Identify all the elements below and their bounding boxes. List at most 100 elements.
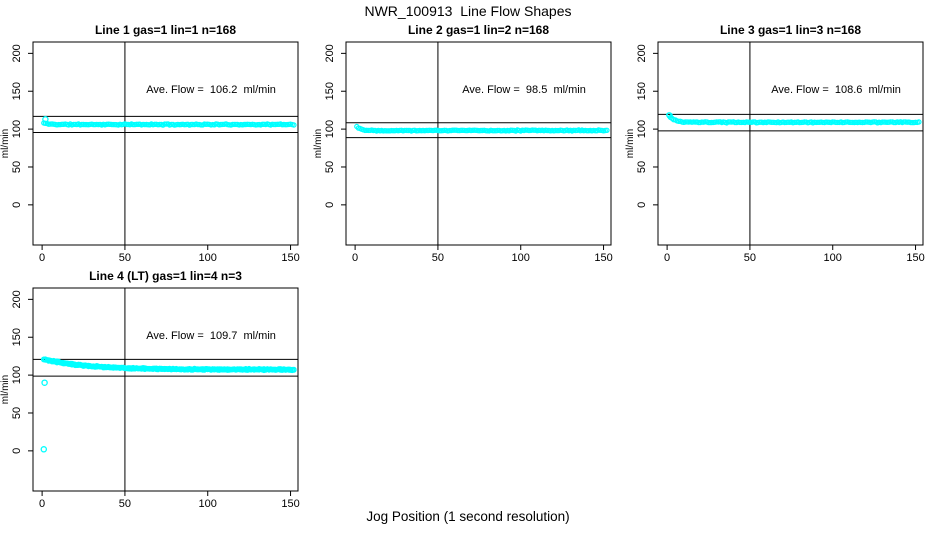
- panel-title: Line 2 gas=1 lin=2 n=168: [408, 23, 549, 37]
- flow-trace: [666, 112, 922, 126]
- y-tick-label: 150: [324, 82, 336, 100]
- data-point: [402, 127, 408, 134]
- x-tick-label: 0: [352, 252, 358, 264]
- data-point: [732, 119, 738, 126]
- data-point: [916, 119, 922, 125]
- y-tick-label: 50: [11, 407, 23, 419]
- x-tick-label: 100: [199, 498, 217, 510]
- x-tick-label: 50: [119, 252, 131, 264]
- data-point: [198, 122, 204, 128]
- data-point: [291, 122, 297, 128]
- y-tick-label: 200: [324, 44, 336, 62]
- panel-line-3: Line 3 gas=1 lin=3 n=168 0 50 100 150 0 50 100 1…: [625, 23, 925, 264]
- data-point: [544, 127, 550, 134]
- y-tick-label: 100: [11, 366, 23, 384]
- y-tick-label: 150: [11, 328, 23, 346]
- y-tick-label: 0: [11, 202, 23, 208]
- figure-title: NWR_100913 Line Flow Shapes: [364, 3, 572, 19]
- data-point: [835, 119, 841, 126]
- x-tick-label: 0: [39, 252, 45, 264]
- data-point: [604, 127, 610, 133]
- y-tick-label: 100: [11, 120, 23, 138]
- y-tick-label: 200: [11, 44, 23, 62]
- x-tick-label: 150: [281, 252, 299, 264]
- data-point: [92, 364, 98, 370]
- data-point: [909, 119, 915, 126]
- data-point: [390, 127, 396, 134]
- x-tick-label: 150: [906, 252, 924, 264]
- panel-line-2: Line 2 gas=1 lin=2 n=168 0 50 100 150 0 50 100 1…: [313, 23, 613, 264]
- y-tick-label: 200: [636, 44, 648, 62]
- panel-title: Line 4 (LT) gas=1 lin=4 n=3: [89, 269, 242, 283]
- plot-box: [657, 41, 924, 246]
- data-point: [879, 119, 886, 125]
- data-point: [291, 366, 297, 373]
- ave-flow-annotation: Ave. Flow = 98.5 ml/min: [462, 84, 586, 96]
- data-point: [491, 127, 497, 134]
- y-tick-label: 100: [324, 120, 336, 138]
- y-tick-label: 50: [636, 161, 648, 173]
- data-point: [234, 366, 241, 373]
- ave-flow-annotation: Ave. Flow = 109.7 ml/min: [146, 330, 276, 342]
- x-tick-label: 150: [281, 498, 299, 510]
- data-point: [231, 121, 237, 128]
- x-tick-label: 0: [39, 498, 45, 510]
- y-tick-label: 150: [11, 82, 23, 100]
- data-point: [450, 127, 456, 133]
- panel-line-4: Line 4 (LT) gas=1 lin=4 n=3 0 50 100 150 0 50 1…: [0, 269, 300, 510]
- flow-trace: [40, 356, 297, 453]
- y-tick-label: 50: [11, 161, 23, 173]
- data-point: [791, 119, 798, 126]
- data-point: [130, 121, 136, 128]
- data-point: [156, 121, 163, 128]
- ave-flow-annotation: Ave. Flow = 108.6 ml/min: [771, 84, 901, 96]
- x-tick-label: 100: [199, 252, 217, 264]
- plot-box: [345, 41, 612, 246]
- x-tick-label: 50: [432, 252, 444, 264]
- y-tick-label: 150: [636, 82, 648, 100]
- x-tick-label: 50: [119, 498, 131, 510]
- panel-line-1: Line 1 gas=1 lin=1 n=168 0 50 100 150 0 50 100 1…: [0, 23, 300, 264]
- data-point: [151, 121, 158, 128]
- x-tick-label: 0: [664, 252, 670, 264]
- y-tick-label: 50: [324, 161, 336, 173]
- data-point: [274, 121, 280, 128]
- data-point: [133, 121, 140, 128]
- outlier-point: [41, 379, 48, 386]
- x-tick-label: 150: [594, 252, 612, 264]
- x-tick-label: 50: [744, 252, 756, 264]
- plot-box: [32, 287, 299, 492]
- y-axis-unit-label: ml/min: [625, 129, 636, 158]
- panel-title: Line 1 gas=1 lin=1 n=168: [95, 23, 236, 37]
- outlier-point: [40, 446, 48, 453]
- data-point: [118, 364, 125, 371]
- y-axis-unit-label: ml/min: [0, 375, 11, 404]
- data-point: [891, 119, 897, 126]
- data-point: [213, 366, 219, 372]
- data-point: [110, 121, 117, 128]
- outlier-point: [666, 112, 673, 119]
- x-axis-label: Jog Position (1 second resolution): [366, 509, 570, 524]
- data-point: [676, 118, 682, 125]
- x-tick-label: 100: [512, 252, 530, 264]
- y-axis-unit-label: ml/min: [0, 129, 11, 158]
- y-tick-label: 100: [636, 120, 648, 138]
- data-point: [833, 119, 839, 126]
- y-tick-label: 0: [636, 202, 648, 208]
- data-point: [175, 366, 181, 372]
- plot-box: [32, 41, 299, 246]
- y-axis-unit-label: ml/min: [313, 129, 324, 158]
- y-tick-label: 0: [11, 448, 23, 454]
- y-tick-label: 200: [11, 290, 23, 308]
- outlier-point: [42, 116, 49, 123]
- data-point: [815, 119, 821, 126]
- flow-trace: [354, 123, 610, 134]
- data-point: [458, 127, 464, 133]
- x-tick-label: 100: [824, 252, 842, 264]
- ave-flow-annotation: Ave. Flow = 106.2 ml/min: [146, 84, 276, 96]
- flow-trace: [41, 116, 297, 128]
- data-point: [385, 128, 391, 134]
- data-point: [145, 366, 151, 372]
